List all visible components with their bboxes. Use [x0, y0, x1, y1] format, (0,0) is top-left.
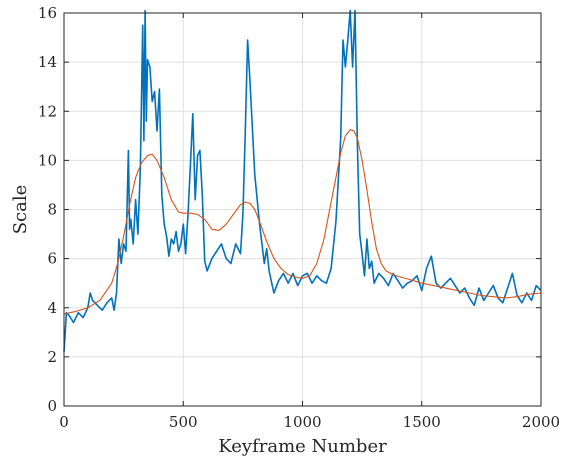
series-smoothed-scale-line — [63, 129, 542, 315]
y-tick-label: 16 — [38, 4, 57, 22]
y-tick-label: 12 — [38, 102, 57, 120]
x-tick-label: 0 — [59, 413, 69, 431]
x-tick-label: 500 — [169, 413, 198, 431]
series-raw-scale-line — [63, 9, 542, 353]
tick-labels: 0 500 1000 1500 2000 0 2 4 6 8 10 12 14 16 — [38, 4, 560, 431]
y-tick-label: 2 — [47, 348, 57, 366]
x-axis-label: Keyframe Number — [218, 436, 387, 457]
y-tick-label: 6 — [47, 250, 57, 268]
y-tick-label: 0 — [47, 397, 57, 415]
axis-ticks — [63, 12, 542, 407]
y-tick-label: 10 — [38, 151, 57, 169]
y-axis-label: Scale — [10, 185, 31, 235]
y-tick-label: 14 — [38, 53, 57, 71]
y-tick-label: 8 — [47, 201, 57, 219]
x-tick-label: 2000 — [522, 413, 560, 431]
y-tick-label: 4 — [47, 299, 57, 317]
x-tick-label: 1000 — [283, 413, 321, 431]
series-layer — [63, 9, 542, 353]
x-tick-label: 1500 — [403, 413, 441, 431]
